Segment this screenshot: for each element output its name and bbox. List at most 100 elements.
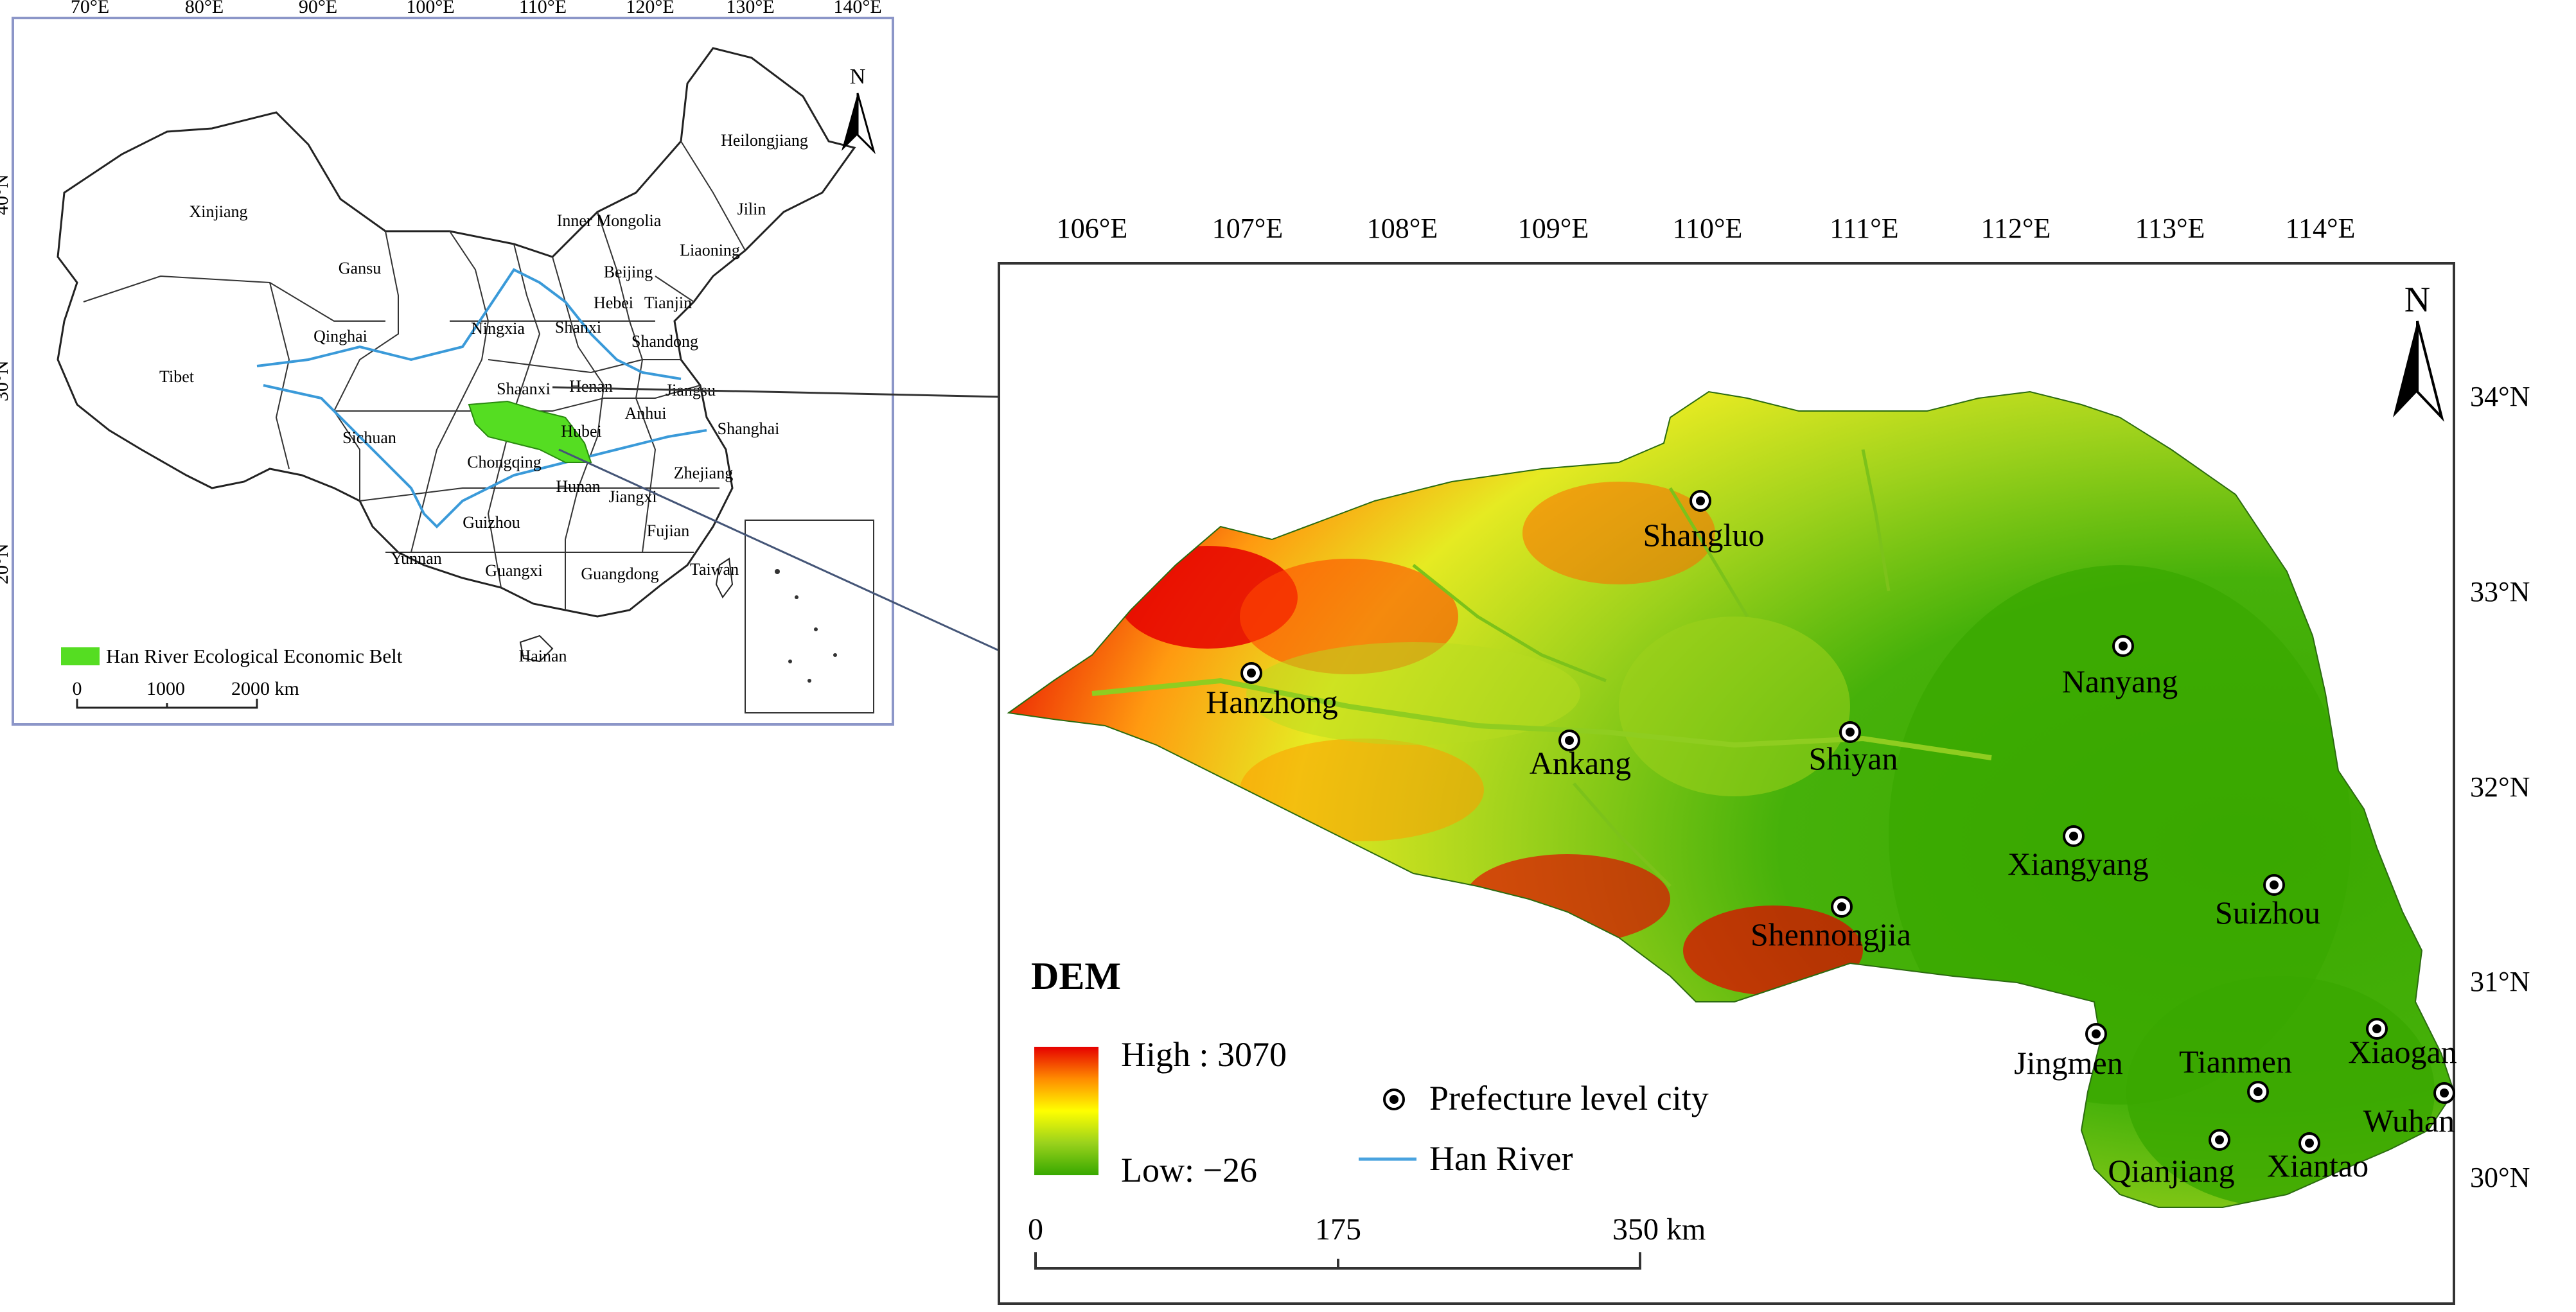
legend-title: DEM (1031, 955, 1121, 997)
inset-lon-tick: 130°E (726, 0, 774, 17)
province-label: Shanxi (555, 318, 601, 337)
main-lat-tick: 33°N (2470, 576, 2530, 608)
inset-lon-tick: 100°E (406, 0, 454, 17)
province-label: Henan (569, 377, 613, 396)
city-label: Suizhou (2215, 895, 2320, 931)
inset-scale-label: 0 (73, 678, 82, 699)
legend-low-label: Low: −26 (1121, 1151, 1257, 1189)
city-label: Shiyan (1809, 740, 1898, 776)
main-legend: DEM High : 3070 Low: −26 Prefecture leve… (1031, 955, 1709, 1189)
main-lat-tick: 34°N (2470, 381, 2530, 412)
inset-north-arrow: N (842, 65, 876, 155)
main-north-label: N (2404, 280, 2430, 320)
taiwan-island (715, 557, 734, 599)
province-labels: Xinjiang Tibet Qinghai Gansu Inner Mongo… (159, 131, 808, 665)
inset-north-arrow-icon (842, 93, 858, 151)
province-label: Shandong (631, 332, 698, 351)
south-china-sea-inset (745, 520, 874, 713)
city-marker (2263, 874, 2285, 896)
province-label: Hubei (561, 422, 602, 441)
province-label: Fujian (647, 521, 689, 540)
legend-river-label: Han River (1429, 1139, 1573, 1178)
city-marker (2366, 1018, 2388, 1040)
inset-north-label: N (850, 65, 866, 89)
main-scale-label: 350 km (1612, 1212, 1706, 1246)
inset-lon-tick: 70°E (71, 0, 109, 17)
city-marker (2209, 1129, 2230, 1151)
inset-lon-ticks: 70°E 80°E 90°E 100°E 110°E 120°E 130°E 1… (71, 0, 882, 17)
city-marker (1240, 662, 1262, 684)
city-marker (2063, 825, 2085, 847)
inset-scale-bar: 0 1000 2000 km (73, 678, 299, 709)
province-label: Tianjin (644, 293, 692, 312)
city-marker (1831, 896, 1853, 918)
main-lon-tick: 106°E (1057, 213, 1127, 244)
inset-legend-label: Han River Ecological Economic Belt (106, 645, 403, 667)
main-lon-tick: 114°E (2286, 213, 2356, 244)
main-lon-tick: 110°E (1673, 213, 1743, 244)
legend-city-label: Prefecture level city (1429, 1079, 1709, 1117)
city-label: Tianmen (2179, 1044, 2292, 1080)
main-lon-tick: 108°E (1367, 213, 1438, 244)
province-borders (83, 141, 746, 610)
city-markers (1240, 490, 2455, 1154)
province-label: Qinghai (313, 327, 367, 345)
city-marker (2112, 635, 2134, 657)
main-lat-ticks: 34°N 33°N 32°N 31°N 30°N (2470, 381, 2530, 1193)
main-lon-ticks: 106°E 107°E 108°E 109°E 110°E 111°E 112°… (1057, 213, 2356, 244)
province-label: Inner Mongolia (557, 211, 662, 230)
province-label: Anhui (625, 404, 667, 423)
city-marker (2247, 1081, 2269, 1103)
main-lon-tick: 112°E (1981, 213, 2051, 244)
city-label: Shennongjia (1751, 916, 1911, 952)
province-label: Yunnan (391, 549, 441, 568)
city-label: Xiaogan (2348, 1034, 2457, 1070)
inset-lon-tick: 90°E (299, 0, 337, 17)
province-label: Shanghai (718, 419, 780, 438)
main-north-arrow-icon (2393, 321, 2417, 417)
city-label: Ankang (1530, 745, 1631, 781)
province-label: Liaoning (680, 241, 740, 259)
inset-lat-tick: 20°N (0, 543, 12, 584)
city-marker (2085, 1023, 2107, 1045)
province-label: Shaanxi (497, 380, 551, 398)
city-label: Qianjiang (2108, 1153, 2234, 1189)
china-outline (57, 47, 856, 618)
province-label: Zhejiang (674, 464, 733, 482)
han-river-belt-shape (468, 400, 592, 463)
main-lon-tick: 107°E (1212, 213, 1283, 244)
inset-scale-label: 1000 (146, 678, 185, 699)
province-label: Chongqing (467, 453, 542, 471)
main-scale-bar: 0 175 350 km (1028, 1212, 1706, 1270)
province-label: Xinjiang (190, 202, 248, 221)
inset-lat-ticks: 40°N 30°N 20°N (0, 174, 12, 584)
inset-lon-tick: 110°E (519, 0, 567, 17)
province-label: Tibet (159, 367, 195, 386)
city-marker (2298, 1132, 2320, 1154)
basin-outline (1007, 390, 2455, 1208)
city-label: Shangluo (1643, 517, 1765, 553)
province-label: Guizhou (463, 513, 520, 532)
province-label: Jilin (737, 200, 766, 218)
province-label: Hunan (556, 477, 600, 496)
inset-lat-tick: 40°N (0, 174, 12, 215)
main-lat-tick: 32°N (2470, 771, 2530, 803)
main-lon-tick: 113°E (2135, 213, 2205, 244)
city-label: Xiangyang (2007, 846, 2148, 882)
main-scale-label: 175 (1315, 1212, 1361, 1246)
province-label: Guangxi (485, 561, 543, 580)
hainan-island (519, 634, 554, 663)
dem-color-ramp (1034, 1047, 1098, 1175)
province-label: Ningxia (471, 319, 525, 338)
city-labels: Shangluo Hanzhong Ankang Shiyan Nanyang … (1206, 517, 2457, 1189)
main-north-arrow: N (2393, 280, 2444, 422)
inset-legend-swatch (61, 647, 100, 665)
main-scale-label: 0 (1028, 1212, 1043, 1246)
main-map: 106°E 107°E 108°E 109°E 110°E 111°E 112°… (998, 213, 2530, 1305)
inset-scale-label: 2000 km (231, 678, 299, 699)
south-china-sea-islands (775, 569, 837, 683)
province-label: Hebei (594, 293, 633, 312)
city-label: Hanzhong (1206, 684, 1338, 720)
province-label: Hainan (518, 647, 567, 665)
